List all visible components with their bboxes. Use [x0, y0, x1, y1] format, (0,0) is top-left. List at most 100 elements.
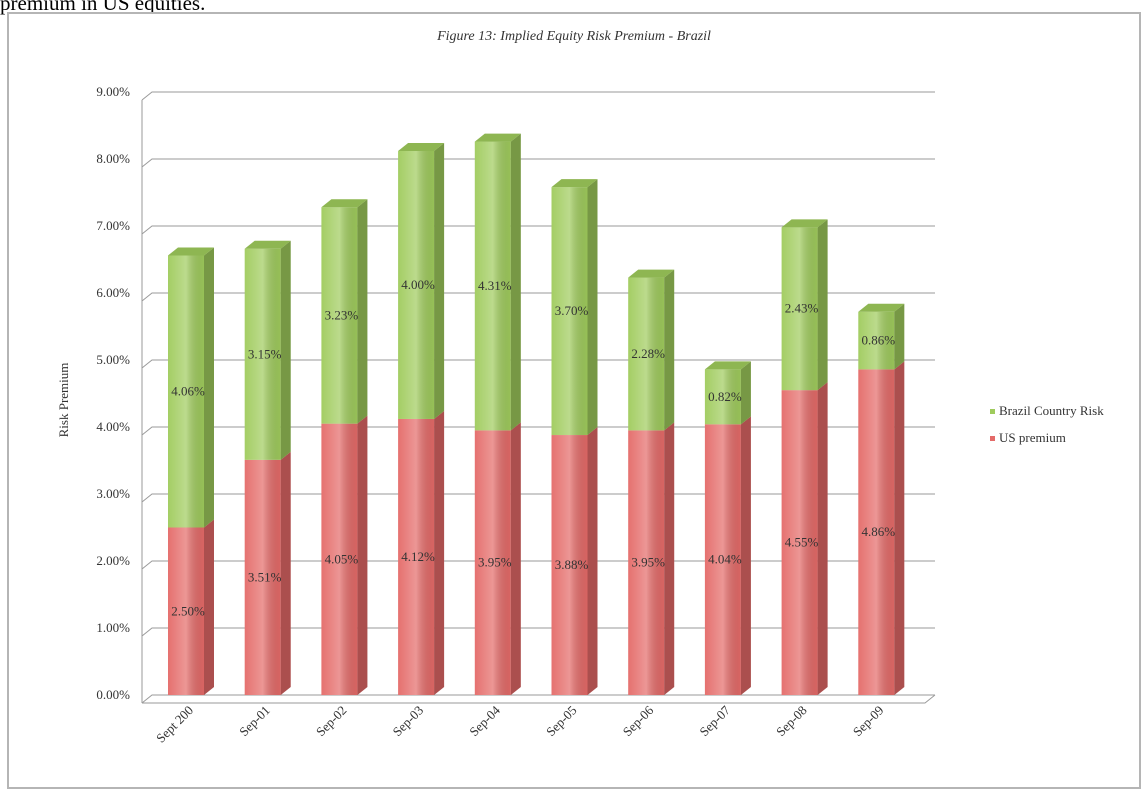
- bar-segment: [858, 361, 905, 695]
- bar-shade: [628, 277, 665, 431]
- bar-side: [510, 422, 521, 695]
- bar-side: [280, 451, 291, 695]
- bar-segment: [781, 219, 828, 391]
- bar-side: [894, 303, 905, 370]
- bar-top: [321, 199, 368, 208]
- bar-side: [664, 269, 675, 431]
- y-tick-label: 3.00%: [96, 486, 130, 501]
- bar-shade: [244, 459, 281, 695]
- data-label: 3.95%: [478, 555, 512, 570]
- bar-segment: [168, 247, 214, 528]
- data-label: 3.51%: [248, 569, 282, 584]
- bar-side-dark: [280, 240, 291, 460]
- bar-side: [817, 219, 828, 391]
- bar-shade: [551, 435, 588, 695]
- bar-side-dark: [817, 382, 828, 695]
- bar-shade: [474, 430, 511, 695]
- bar-shade: [168, 527, 204, 695]
- bar-top: [244, 240, 291, 249]
- legend-label: Brazil Country Risk: [999, 403, 1104, 418]
- grid-line: [141, 694, 935, 704]
- bar-top-light: [321, 199, 368, 208]
- data-label: 0.86%: [862, 333, 896, 348]
- bar-top-light: [474, 133, 521, 142]
- bar-segment: [628, 269, 675, 431]
- data-label: 4.04%: [708, 552, 742, 567]
- bar-top-light: [781, 219, 828, 228]
- y-tick-label: 7.00%: [96, 218, 130, 233]
- bar-side: [434, 410, 445, 695]
- bar-top-light: [858, 303, 905, 312]
- y-tick-label: 5.00%: [96, 352, 130, 367]
- data-label: 4.31%: [478, 278, 512, 293]
- bar-side: [587, 427, 598, 695]
- bar-side: [587, 179, 598, 436]
- grid-line: [141, 225, 935, 235]
- data-label: 3.15%: [248, 346, 282, 361]
- legend-swatch: [990, 409, 995, 414]
- bar-shade: [244, 248, 281, 460]
- bar-segment: [781, 382, 828, 695]
- bar-side-dark: [894, 303, 905, 370]
- bar-shade: [321, 423, 358, 695]
- data-label: 0.82%: [708, 389, 742, 404]
- bar-side: [510, 133, 521, 431]
- bar-segment: [244, 240, 291, 460]
- bar-segment: [168, 519, 214, 695]
- y-tick-label: 8.00%: [96, 151, 130, 166]
- bar-shade: [781, 390, 818, 695]
- data-label: 3.88%: [555, 557, 589, 572]
- data-label: 4.05%: [325, 551, 359, 566]
- bar-shade: [168, 255, 204, 528]
- bar-side-dark: [587, 179, 598, 436]
- bar-shade: [551, 187, 588, 436]
- bar-segment: [628, 422, 675, 695]
- bar-side: [664, 422, 675, 695]
- bar-shade: [321, 207, 358, 424]
- chart-title: Figure 13: Implied Equity Risk Premium -…: [436, 29, 711, 44]
- bar-segment: [704, 361, 751, 425]
- data-label: 4.12%: [401, 549, 435, 564]
- bar-shade: [704, 424, 741, 695]
- bar-top-light: [551, 179, 598, 188]
- bar-shade: [398, 150, 435, 419]
- bar-segment: [474, 133, 521, 431]
- bar-top: [398, 142, 445, 151]
- grid-line: [141, 91, 935, 101]
- bar-top-light: [628, 269, 675, 278]
- y-tick-label: 4.00%: [96, 419, 130, 434]
- data-label: 2.50%: [171, 603, 205, 618]
- bar-top-light: [398, 142, 445, 151]
- data-label: 4.00%: [401, 277, 435, 292]
- bar-segment: [321, 199, 368, 424]
- bar-side-dark: [434, 410, 445, 695]
- bar-side-dark: [510, 422, 521, 695]
- bar-side: [740, 361, 751, 425]
- bar-side-dark: [510, 133, 521, 431]
- bar-segment: [244, 451, 291, 695]
- grid-line: [141, 158, 935, 168]
- page-text: premium in US equities.: [0, 0, 205, 15]
- bar-side: [357, 415, 368, 695]
- bar-side-dark: [894, 361, 905, 695]
- bar-shade: [781, 227, 818, 391]
- bar-shade: [398, 418, 435, 695]
- bar-side: [817, 382, 828, 695]
- bar-top: [551, 179, 598, 188]
- bar-top: [858, 303, 905, 312]
- bar-segment: [474, 422, 521, 695]
- bar-segment: [398, 142, 445, 419]
- bar-side-dark: [664, 422, 675, 695]
- data-label: 2.43%: [785, 301, 819, 316]
- bar-top: [168, 247, 214, 256]
- bar-side-dark: [204, 247, 214, 528]
- bar-top: [628, 269, 675, 278]
- legend-label: US premium: [999, 430, 1066, 445]
- bar-side-dark: [740, 416, 751, 695]
- bar-top-light: [168, 247, 214, 256]
- bar-segment: [551, 179, 598, 436]
- data-label: 4.86%: [862, 524, 896, 539]
- bar-shade: [858, 369, 895, 695]
- bar-top: [474, 133, 521, 142]
